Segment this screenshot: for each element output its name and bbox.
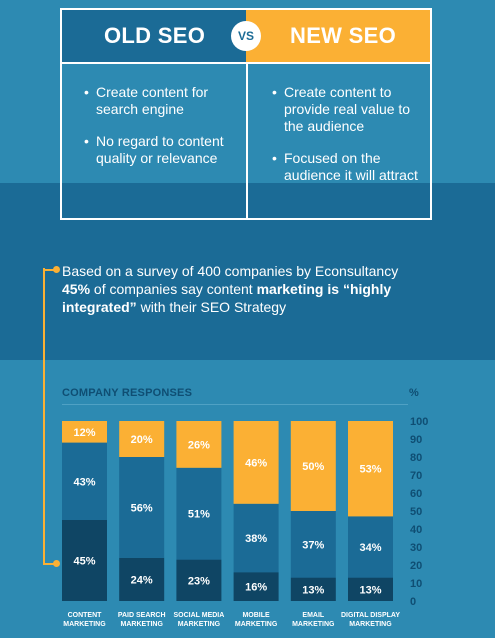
segment-value-label: 16%: [245, 582, 267, 594]
new-seo-header: NEW SEO: [246, 10, 430, 62]
segment-value-label: 51%: [188, 509, 210, 521]
segment-value-label: 23%: [188, 575, 210, 587]
segment-value-label: 13%: [359, 584, 381, 596]
old-seo-point: Create content for search engine: [84, 84, 234, 118]
y-tick-label: 10: [410, 578, 422, 590]
y-tick-label: 50: [410, 506, 422, 518]
segment-value-label: 20%: [131, 434, 153, 446]
y-tick-label: 60: [410, 488, 422, 500]
bar-segment: [348, 421, 393, 517]
bar-segment: [290, 511, 336, 578]
category-label: MARKETING: [349, 621, 392, 628]
chart-title-rule: [62, 404, 408, 405]
survey-connector-line: [43, 268, 45, 564]
old-seo-header: OLD SEO: [62, 10, 246, 62]
old-seo-point: No regard to content quality or relevanc…: [84, 133, 234, 167]
bar-segment: [176, 421, 222, 468]
survey-text-mid: of companies say content: [90, 281, 257, 297]
y-tick-label: 0: [410, 596, 416, 608]
survey-statement: Based on a survey of 400 companies by Ec…: [62, 262, 462, 316]
bar-segment: [119, 557, 165, 601]
segment-value-label: 50%: [302, 461, 324, 473]
bar-segment: [290, 421, 336, 511]
category-label: DIGITAL DISPLAY: [341, 612, 400, 619]
column-divider: [246, 62, 248, 218]
category-label: MARKETING: [121, 621, 164, 628]
segment-value-label: 38%: [245, 533, 267, 545]
y-tick-label: 80: [410, 452, 422, 464]
chart-unit-label: %: [409, 387, 419, 399]
category-label: MARKETING: [178, 621, 221, 628]
y-tick-label: 40: [410, 524, 422, 536]
category-label: EMAIL: [302, 612, 325, 619]
survey-source: Based on a survey of 400 companies by Ec…: [62, 263, 399, 279]
new-seo-point: Focused on the audience it will attract: [272, 150, 422, 184]
y-tick-label: 100: [410, 416, 428, 428]
segment-value-label: 45%: [73, 556, 95, 568]
y-tick-label: 70: [410, 470, 422, 482]
survey-dot-icon: [53, 266, 60, 273]
category-label: MOBILE: [242, 612, 270, 619]
segment-value-label: 24%: [131, 574, 153, 586]
segment-value-label: 34%: [359, 542, 381, 554]
segment-value-label: 12%: [73, 427, 95, 439]
bar-segment: [348, 516, 393, 578]
category-label: SOCIAL MEDIA: [173, 612, 224, 619]
bar-segment: [119, 457, 165, 558]
survey-percent: 45%: [62, 281, 91, 297]
new-seo-list: Create content to provide real value to …: [272, 84, 422, 199]
segment-value-label: 37%: [302, 539, 324, 551]
bar-segment: [119, 421, 165, 457]
category-label: CONTENT: [68, 612, 103, 619]
new-seo-title: NEW SEO: [290, 23, 396, 48]
category-label: MARKETING: [235, 621, 278, 628]
vs-badge: VS: [231, 21, 261, 51]
y-tick-label: 30: [410, 542, 422, 554]
survey-connector-top: [43, 269, 56, 271]
category-label: MARKETING: [63, 621, 106, 628]
old-seo-list: Create content for search engine No rega…: [84, 84, 234, 182]
bar-segment: [176, 467, 222, 560]
segment-value-label: 53%: [359, 464, 381, 476]
old-seo-title: OLD SEO: [104, 23, 206, 48]
survey-text-end: with their SEO Strategy: [136, 299, 287, 315]
bar-segment: [233, 503, 279, 573]
bar-segment: [176, 559, 222, 601]
y-tick-label: 20: [410, 560, 422, 572]
segment-value-label: 26%: [188, 439, 210, 451]
segment-value-label: 13%: [302, 584, 324, 596]
chart-title: COMPANY RESPONSES: [62, 387, 193, 399]
bar-segment: [62, 442, 107, 520]
category-label: PAID SEARCH: [118, 612, 166, 619]
bar-segment: [62, 520, 107, 601]
bar-segment: [348, 577, 393, 601]
bar-segment: [233, 572, 279, 601]
seo-comparison-table: OLD SEO NEW SEO VS Create content for se…: [60, 8, 432, 220]
category-label: MARKETING: [292, 621, 335, 628]
segment-value-label: 56%: [131, 502, 153, 514]
bar-segment: [62, 421, 107, 443]
survey-emphasis: marketing is “highly integrated”: [62, 281, 392, 315]
survey-connector-bottom: [43, 563, 56, 565]
bar-segment: [290, 577, 336, 601]
segment-value-label: 46%: [245, 457, 267, 469]
new-seo-point: Create content to provide real value to …: [272, 84, 422, 135]
bar-segment: [233, 421, 279, 504]
segment-value-label: 43%: [73, 476, 95, 488]
survey-dot-icon: [53, 560, 60, 567]
y-tick-label: 90: [410, 434, 422, 446]
